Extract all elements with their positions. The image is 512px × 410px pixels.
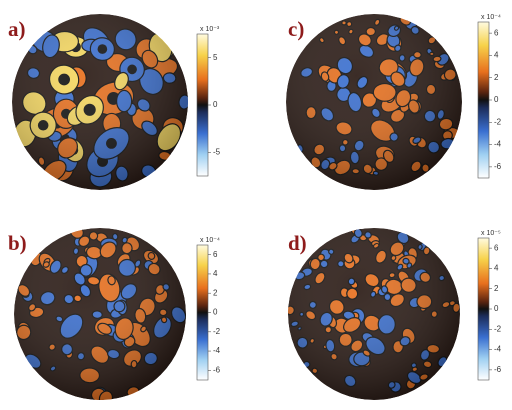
panel: c) x 10⁻⁴ 6 4 2 0 -2 -4 -6: [286, 13, 502, 190]
panel-label: c): [288, 17, 304, 41]
colorbar-exponent: x 10⁻⁴: [200, 237, 220, 244]
colorbar-tick-label: 6: [494, 243, 499, 252]
colorbar-exponent: x 10⁻⁴: [481, 14, 501, 21]
sphere-shade: [286, 14, 462, 190]
sphere: [11, 14, 190, 190]
colorbar-tick-label: -5: [213, 147, 221, 156]
colorbar-tick-label: -6: [494, 365, 502, 374]
colorbar-tick-label: -4: [213, 346, 221, 355]
colorbar-tick-label: 2: [494, 73, 499, 82]
colorbar-tick-label: -6: [494, 162, 502, 171]
sphere-shade: [14, 228, 186, 400]
panel: a) x 10⁻³ 5 0 -5: [8, 14, 221, 190]
colorbar-tick-label: 6: [213, 250, 218, 259]
colorbar-tick-label: 0: [494, 304, 499, 313]
panel: d) x 10⁻⁵ 6 4 2 0 -2 -4 -6: [285, 225, 501, 400]
colorbar: [478, 238, 489, 380]
sphere: [286, 13, 462, 190]
colorbar-tick-label: 4: [494, 51, 499, 60]
panel-label: b): [8, 231, 27, 255]
colorbar-tick-label: 0: [213, 100, 218, 109]
panel: b) x 10⁻⁴ 6 4 2 0 -2 -4 -6: [8, 223, 221, 407]
colorbar-tick-label: -2: [494, 324, 502, 333]
panel-label: d): [288, 231, 307, 255]
sphere: [285, 225, 460, 400]
colorbar-tick-label: 4: [213, 269, 218, 278]
colorbar: [478, 22, 489, 178]
colorbar: [197, 34, 208, 176]
colorbar-tick-label: 4: [494, 264, 499, 273]
colorbar: [197, 245, 208, 380]
colorbar-tick-label: -2: [494, 117, 502, 126]
colorbar-tick-label: 2: [213, 288, 218, 297]
colorbar-exponent: x 10⁻⁵: [481, 230, 501, 237]
colorbar-tick-label: 6: [494, 28, 499, 37]
colorbar-tick-label: 0: [213, 308, 218, 317]
colorbar-tick-label: 0: [494, 95, 499, 104]
colorbar-tick-label: -4: [494, 345, 502, 354]
colorbar-tick-label: 2: [494, 284, 499, 293]
colorbar-tick-label: -6: [213, 365, 221, 374]
sphere-shade: [288, 228, 460, 400]
colorbar-tick-label: -4: [494, 140, 502, 149]
sphere: [14, 223, 189, 407]
colorbar-tick-label: 5: [213, 53, 218, 62]
colorbar-exponent: x 10⁻³: [200, 26, 220, 33]
colorbar-tick-label: -2: [213, 327, 221, 336]
sphere-shade: [12, 14, 188, 190]
figure: a) x 10⁻³ 5 0 -5 b) x 10⁻⁴ 6 4 2 0 -2 -4 -6 c) x 10⁻⁴ 6 4…: [0, 0, 512, 410]
panel-label: a): [8, 17, 26, 41]
